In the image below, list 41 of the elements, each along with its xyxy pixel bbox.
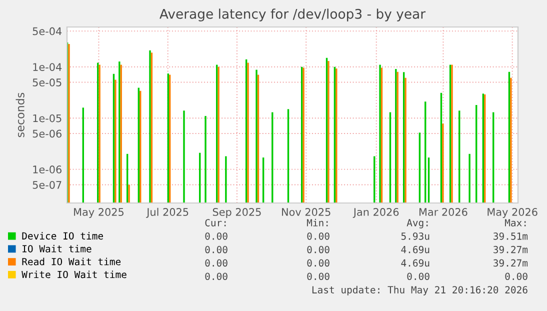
text: 0.00 [205, 232, 228, 240]
text: 0.00 [407, 272, 430, 280]
text: 5.93u [401, 232, 430, 240]
text: 4.69u [401, 259, 430, 267]
y-tick-label: 1e-06 [33, 166, 62, 174]
y-tick-label: 1e-05 [33, 114, 62, 122]
text: 39.51m [494, 232, 528, 240]
text: 0.00 [307, 259, 330, 267]
y-axis-title: seconds [16, 92, 24, 138]
y-tick-label: 5e-05 [32, 78, 62, 86]
text: 0.00 [307, 272, 330, 280]
y-tick-label: 5e-07 [32, 180, 62, 189]
text: 0.00 [205, 259, 228, 267]
x-tick-label: May 2025 [74, 208, 124, 218]
text: 0.00 [205, 246, 228, 254]
text: 39.27m [494, 246, 528, 254]
legend-label: Write IO Wait time [22, 270, 126, 278]
x-tick-label: Nov 2025 [282, 208, 330, 216]
chart-title: Average latency for /dev/loop3 - by year [160, 8, 426, 22]
legend-label: IO Wait time [22, 244, 92, 252]
text: Cur: [205, 219, 226, 226]
y-tick-label: 5e-06 [32, 130, 62, 138]
text: Last update: Thu May 21 20:16:20 2026 [312, 286, 528, 296]
legend-label: Read IO Wait time [22, 258, 121, 266]
y-tick-label: 1e-04 [33, 63, 62, 71]
x-tick-label: Jul 2025 [146, 208, 188, 218]
legend-label: Device IO time [22, 232, 103, 240]
x-tick-label: May 2026 [488, 208, 538, 218]
text: 0.00 [205, 272, 228, 280]
text: 4.69u [401, 246, 430, 254]
text: 0.00 [307, 246, 330, 254]
text: Min: [306, 218, 328, 226]
x-tick-label: Jan 2026 [352, 208, 399, 218]
text: 0.00 [307, 232, 330, 240]
text: 0.00 [505, 272, 528, 280]
x-tick-label: Sep 2025 [212, 208, 261, 218]
text: 39.27m [494, 259, 528, 267]
text: Avg: [406, 219, 428, 228]
text: Max: [504, 219, 526, 226]
x-tick-label: Mar 2026 [419, 208, 468, 216]
y-tick-label: 5e-04 [32, 27, 62, 36]
